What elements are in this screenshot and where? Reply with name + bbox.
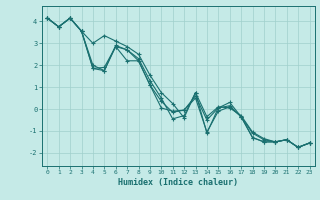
X-axis label: Humidex (Indice chaleur): Humidex (Indice chaleur) <box>118 178 238 187</box>
